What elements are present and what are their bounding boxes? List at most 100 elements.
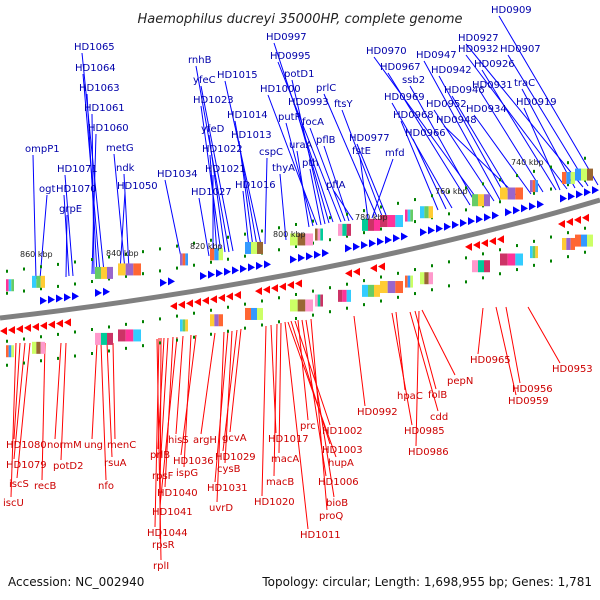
forward-gene-label[interactable]: thyA (272, 163, 295, 174)
reverse-gene-label[interactable]: HD1036 (173, 456, 214, 467)
reverse-gene-label[interactable]: prlB (150, 450, 170, 461)
forward-gene-label[interactable]: HD1014 (227, 110, 268, 121)
reverse-gene-label[interactable]: HD0965 (470, 355, 511, 366)
reverse-gene-label[interactable]: proQ (319, 511, 343, 522)
forward-gene-label[interactable]: ssb2 (402, 75, 425, 86)
forward-gene-label[interactable]: mfd (385, 148, 405, 159)
reverse-gene-label[interactable]: menC (107, 440, 136, 451)
reverse-gene-label[interactable]: HD1080 (6, 440, 47, 451)
forward-gene-label[interactable]: HD0909 (491, 5, 532, 16)
forward-gene-label[interactable]: HD0970 (366, 46, 407, 57)
forward-gene-label[interactable]: HD0952 (426, 99, 467, 110)
forward-gene-label[interactable]: ompP1 (25, 144, 60, 155)
reverse-gene-label[interactable]: potD2 (53, 461, 83, 472)
reverse-gene-label[interactable]: HD1020 (254, 497, 295, 508)
forward-gene-label[interactable]: traC (514, 78, 535, 89)
forward-gene-label[interactable]: HD0997 (266, 32, 307, 43)
reverse-gene-label[interactable]: hisS (168, 435, 189, 446)
forward-gene-label[interactable]: HD1071 (57, 164, 98, 175)
forward-gene-label[interactable]: grpE (59, 204, 82, 215)
forward-gene-label[interactable]: HD1016 (235, 180, 276, 191)
forward-gene-label[interactable]: cspC (259, 147, 283, 158)
reverse-gene-label[interactable]: prc (300, 421, 316, 432)
forward-gene-label[interactable]: HD0931 (472, 80, 513, 91)
forward-gene-label[interactable]: HD0967 (380, 62, 421, 73)
forward-gene-label[interactable]: HD1027 (191, 187, 232, 198)
forward-gene-label[interactable]: HD1050 (117, 181, 158, 192)
forward-gene-label[interactable]: pflA (326, 180, 346, 191)
reverse-gene-label[interactable]: gcvA (222, 433, 247, 444)
forward-gene-label[interactable]: HD0926 (474, 59, 515, 70)
forward-gene-label[interactable]: HD0907 (500, 44, 541, 55)
forward-gene-label[interactable]: rnhB (188, 55, 212, 66)
forward-gene-label[interactable]: fstE (352, 146, 371, 157)
reverse-gene-label[interactable]: HD1003 (322, 445, 363, 456)
forward-gene-label[interactable]: ndk (116, 163, 135, 174)
forward-gene-label[interactable]: ogt (39, 184, 55, 195)
forward-gene-label[interactable]: pth (302, 158, 319, 169)
forward-gene-label[interactable]: HD0995 (270, 51, 311, 62)
forward-gene-label[interactable]: HD1000 (260, 84, 301, 95)
reverse-gene-label[interactable]: HD1031 (207, 483, 248, 494)
forward-gene-label[interactable]: HD1061 (84, 103, 125, 114)
reverse-gene-label[interactable]: HD1044 (147, 528, 188, 539)
forward-gene-label[interactable]: HD0969 (384, 92, 425, 103)
reverse-gene-label[interactable]: HD0992 (357, 407, 398, 418)
forward-gene-label[interactable]: potD1 (284, 69, 314, 80)
reverse-gene-label[interactable]: macA (271, 454, 299, 465)
forward-gene-label[interactable]: ftsY (334, 99, 353, 110)
forward-gene-label[interactable]: prlC (316, 83, 336, 94)
reverse-gene-label[interactable]: HD1006 (318, 477, 359, 488)
reverse-gene-label[interactable]: hupA (328, 458, 354, 469)
reverse-gene-label[interactable]: rsuA (104, 458, 127, 469)
reverse-gene-label[interactable]: bioB (326, 498, 348, 509)
reverse-gene-label[interactable]: HD1079 (6, 460, 47, 471)
forward-gene-label[interactable]: metG (106, 143, 134, 154)
forward-gene-label[interactable]: HD1070 (56, 184, 97, 195)
reverse-gene-label[interactable]: normM (47, 440, 82, 451)
forward-gene-label[interactable]: HD1034 (157, 169, 198, 180)
forward-gene-label[interactable]: HD0946 (444, 85, 485, 96)
reverse-gene-label[interactable]: hpaC (397, 391, 423, 402)
forward-gene-label[interactable]: yfeD (201, 124, 225, 135)
forward-gene-label[interactable]: yfeC (193, 75, 216, 86)
reverse-gene-label[interactable]: HD0956 (512, 384, 553, 395)
reverse-gene-label[interactable]: cysB (217, 464, 241, 475)
reverse-gene-label[interactable]: recB (34, 481, 57, 492)
forward-gene-label[interactable]: HD0942 (431, 65, 472, 76)
forward-gene-label[interactable]: HD0934 (466, 104, 507, 115)
reverse-gene-label[interactable]: HD1002 (322, 426, 363, 437)
forward-gene-label[interactable]: HD0947 (416, 50, 457, 61)
forward-gene-label[interactable]: putP (278, 112, 301, 123)
reverse-gene-label[interactable]: HD0986 (408, 447, 449, 458)
forward-gene-label[interactable]: pflB (316, 135, 336, 146)
reverse-gene-label[interactable]: folB (428, 390, 447, 401)
forward-gene-label[interactable]: HD0977 (349, 133, 390, 144)
reverse-gene-label[interactable]: HD1029 (215, 452, 256, 463)
forward-gene-label[interactable]: HD0993 (288, 97, 329, 108)
forward-gene-label[interactable]: HD0927 (458, 33, 499, 44)
reverse-gene-label[interactable]: HD0959 (508, 396, 549, 407)
forward-gene-label[interactable]: HD1065 (74, 42, 115, 53)
reverse-gene-label[interactable]: iscU (3, 498, 24, 509)
reverse-gene-label[interactable]: nfo (98, 481, 114, 492)
forward-gene-label[interactable]: HD1023 (193, 95, 234, 106)
reverse-gene-label[interactable]: cdd (430, 412, 448, 423)
reverse-gene-label[interactable]: HD1040 (157, 488, 198, 499)
reverse-gene-label[interactable]: HD1017 (268, 434, 309, 445)
forward-gene-label[interactable]: HD1015 (217, 70, 258, 81)
forward-gene-label[interactable]: uraA (289, 140, 313, 151)
forward-gene-label[interactable]: HD0919 (516, 97, 557, 108)
reverse-gene-label[interactable]: argH (193, 435, 217, 446)
forward-gene-label[interactable]: HD0948 (436, 115, 477, 126)
reverse-gene-label[interactable]: pepN (447, 376, 473, 387)
reverse-gene-label[interactable]: rplI (153, 561, 169, 572)
forward-gene-label[interactable]: HD0932 (458, 44, 499, 55)
forward-gene-label[interactable]: HD0968 (393, 110, 434, 121)
forward-gene-label[interactable]: HD0966 (405, 128, 446, 139)
reverse-gene-label[interactable]: macB (266, 477, 294, 488)
forward-gene-label[interactable]: HD1013 (231, 130, 272, 141)
reverse-gene-label[interactable]: HD1041 (152, 507, 193, 518)
reverse-gene-label[interactable]: HD1011 (300, 530, 341, 541)
forward-gene-label[interactable]: HD1060 (88, 123, 129, 134)
